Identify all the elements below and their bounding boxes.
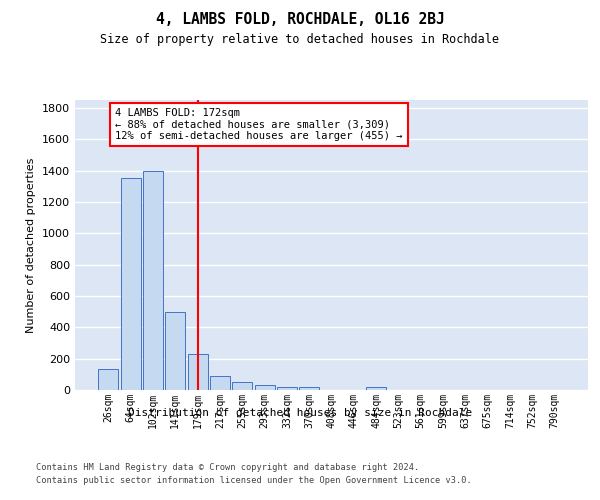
Text: 4, LAMBS FOLD, ROCHDALE, OL16 2BJ: 4, LAMBS FOLD, ROCHDALE, OL16 2BJ [155,12,445,28]
Bar [277,387,297,390]
Bar [299,387,319,390]
Text: Contains HM Land Registry data © Crown copyright and database right 2024.: Contains HM Land Registry data © Crown c… [36,462,419,471]
Bar [98,369,118,390]
Bar [143,170,163,390]
Bar [165,312,185,390]
Bar [254,386,275,390]
Bar [232,382,252,390]
Text: 4 LAMBS FOLD: 172sqm
← 88% of detached houses are smaller (3,309)
12% of semi-de: 4 LAMBS FOLD: 172sqm ← 88% of detached h… [115,108,403,141]
Text: Size of property relative to detached houses in Rochdale: Size of property relative to detached ho… [101,32,499,46]
Bar [121,178,141,390]
Text: Contains public sector information licensed under the Open Government Licence v3: Contains public sector information licen… [36,476,472,485]
Text: Distribution of detached houses by size in Rochdale: Distribution of detached houses by size … [128,408,472,418]
Bar [210,376,230,390]
Bar [366,387,386,390]
Bar [188,354,208,390]
Y-axis label: Number of detached properties: Number of detached properties [26,158,37,332]
